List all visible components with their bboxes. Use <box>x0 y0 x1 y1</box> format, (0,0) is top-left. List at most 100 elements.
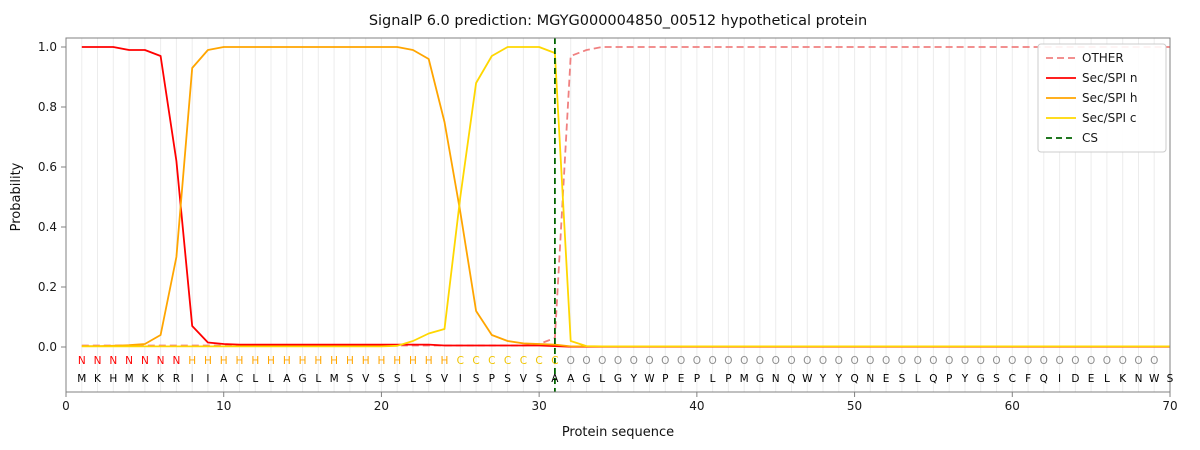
residue-letter: Y <box>835 373 843 385</box>
chart-title: SignalP 6.0 prediction: MGYG000004850_00… <box>369 13 867 29</box>
region-label: N <box>172 355 180 367</box>
region-label: C <box>551 355 558 367</box>
residue-letter: N <box>772 373 780 385</box>
residue-letter: S <box>504 373 511 385</box>
residue-letter: Y <box>630 373 638 385</box>
residue-letter: P <box>725 373 731 385</box>
region-label: O <box>803 355 811 367</box>
residue-letter: S <box>425 373 432 385</box>
region-label: O <box>677 355 685 367</box>
region-label: C <box>457 355 464 367</box>
region-label: H <box>441 355 449 367</box>
residue-letter: H <box>109 373 117 385</box>
y-tick-label: 0.4 <box>38 220 57 234</box>
plot-border <box>65 37 1171 393</box>
residue-letter: W <box>802 373 813 385</box>
region-label: N <box>78 355 86 367</box>
residue-letter: K <box>141 373 149 385</box>
region-label: O <box>945 355 953 367</box>
residue-letter: G <box>614 373 622 385</box>
region-label: O <box>961 355 969 367</box>
region-label: O <box>1024 355 1032 367</box>
residue-letter: W <box>1149 373 1160 385</box>
legend-label: CS <box>1082 131 1098 145</box>
residue-letter: G <box>977 373 985 385</box>
region-label: O <box>914 355 922 367</box>
region-label: N <box>141 355 149 367</box>
y-axis-label: Probability <box>9 162 24 231</box>
residue-letter: G <box>582 373 590 385</box>
region-label: C <box>520 355 527 367</box>
region-label: O <box>693 355 701 367</box>
x-tick-label: 30 <box>532 399 547 413</box>
x-axis-label: Protein sequence <box>562 425 674 440</box>
region-label: O <box>1055 355 1063 367</box>
residue-letter: M <box>77 373 86 385</box>
residue-letter: P <box>694 373 700 385</box>
residue-letter: Q <box>1040 373 1048 385</box>
residue-letter: M <box>125 373 134 385</box>
region-label: H <box>283 355 291 367</box>
region-label: O <box>1087 355 1095 367</box>
x-tick-label: 20 <box>374 399 389 413</box>
residue-letter: L <box>315 373 321 385</box>
region-label: C <box>535 355 542 367</box>
region-label: O <box>756 355 764 367</box>
region-label: O <box>740 355 748 367</box>
y-tick-label: 0.2 <box>38 280 57 294</box>
region-label: O <box>1134 355 1142 367</box>
residue-letter: L <box>915 373 921 385</box>
region-label: N <box>109 355 117 367</box>
residue-letter: E <box>678 373 685 385</box>
residue-letter: P <box>489 373 495 385</box>
region-label: C <box>504 355 511 367</box>
residue-letter: Q <box>850 373 858 385</box>
residue-letter: L <box>268 373 274 385</box>
region-label: O <box>1103 355 1111 367</box>
region-label: O <box>850 355 858 367</box>
region-label: O <box>787 355 795 367</box>
residue-letter: I <box>206 373 209 385</box>
region-label: O <box>645 355 653 367</box>
region-label: N <box>125 355 133 367</box>
residue-letter: A <box>567 373 575 385</box>
residue-letter: N <box>866 373 874 385</box>
region-label: H <box>299 355 307 367</box>
region-label: O <box>819 355 827 367</box>
residue-letter: L <box>710 373 716 385</box>
residue-letter: A <box>551 373 559 385</box>
residue-letter: E <box>1088 373 1095 385</box>
x-tick-label: 10 <box>216 399 231 413</box>
residue-letter: L <box>599 373 605 385</box>
y-axis-ticks: 0.0 0.2 0.4 0.6 0.8 1.0 <box>38 40 66 354</box>
region-label: H <box>346 355 354 367</box>
residue-letter: C <box>236 373 243 385</box>
residue-letter: S <box>1167 373 1174 385</box>
x-tick-label: 50 <box>847 399 862 413</box>
x-axis-ticks: 0 10 20 30 40 50 60 70 <box>62 392 1178 413</box>
residue-letter: P <box>662 373 668 385</box>
region-label: H <box>362 355 370 367</box>
legend-label: Sec/SPI c <box>1082 111 1136 125</box>
series-line-sec-spi-h <box>81 46 1170 348</box>
residue-letter: K <box>1119 373 1127 385</box>
region-label: N <box>94 355 102 367</box>
residue-letter: L <box>410 373 416 385</box>
residue-letter: I <box>191 373 194 385</box>
legend: OTHER Sec/SPI n Sec/SPI h Sec/SPI c CS <box>1037 43 1167 153</box>
x-tick-label: 70 <box>1162 399 1177 413</box>
residue-letter: L <box>1104 373 1110 385</box>
residue-letter: Y <box>961 373 969 385</box>
legend-label: Sec/SPI n <box>1082 71 1137 85</box>
region-label: O <box>708 355 716 367</box>
series-line-sec-spi-c <box>81 46 1170 348</box>
residue-letter: S <box>394 373 401 385</box>
y-tick-label: 0.6 <box>38 160 57 174</box>
residue-letter: M <box>740 373 749 385</box>
y-tick-label: 1.0 <box>38 40 57 54</box>
region-label: H <box>267 355 275 367</box>
y-tick-label: 0.0 <box>38 340 57 354</box>
region-label: O <box>1150 355 1158 367</box>
region-label: O <box>992 355 1000 367</box>
